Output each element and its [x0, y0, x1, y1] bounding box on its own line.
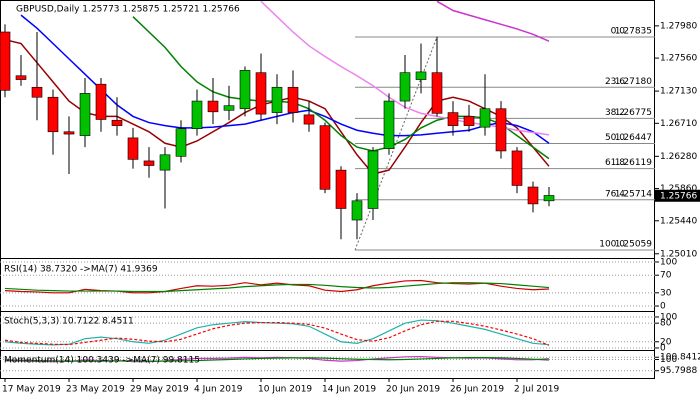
y-tick-label: 1.26710 — [660, 119, 697, 129]
candle-body — [383, 100, 395, 149]
candle-body — [63, 131, 75, 135]
y-tick-label: 70 — [660, 271, 672, 281]
indicator-line — [4, 319, 550, 346]
candle-body — [335, 169, 347, 209]
x-tick-label: 26 Jun 2019 — [450, 385, 504, 395]
fib-value: 1.26119 — [615, 158, 652, 168]
candle-body — [511, 150, 523, 186]
candle-body — [271, 86, 283, 113]
candle-body — [207, 100, 219, 113]
last-price-label: 1.25766 — [660, 191, 697, 201]
candle-body — [15, 75, 27, 80]
x-tick-label: 17 May 2019 — [2, 385, 61, 395]
indicator-line — [4, 282, 550, 293]
x-tick-label: 4 Jun 2019 — [194, 385, 243, 395]
candle-body — [95, 83, 107, 120]
candle-body — [495, 108, 507, 152]
candle-body — [143, 160, 155, 166]
candle-body — [367, 150, 379, 209]
candle-body — [175, 128, 187, 157]
candle-body — [31, 86, 43, 98]
candle-body — [351, 200, 363, 221]
y-tick-label: 0 — [660, 343, 666, 353]
y-tick-label: 1.26280 — [660, 152, 697, 162]
panel-title: Stoch(5,3,3) 10.7122 8.4511 — [4, 317, 134, 327]
candle-body — [239, 70, 251, 110]
indicator-line — [132, 16, 550, 160]
y-tick-label: 100 — [660, 257, 677, 267]
fib-value: 1.25059 — [615, 240, 652, 250]
y-tick-label: 100 — [660, 312, 677, 322]
candle-body — [287, 86, 299, 113]
y-tick-label: 1.25010 — [660, 249, 697, 259]
candle-body — [319, 125, 331, 190]
fib-value: 1.26447 — [615, 133, 652, 143]
fib-value: 1.27180 — [615, 77, 652, 87]
candle-body — [0, 31, 11, 91]
indicator-line — [436, 0, 550, 42]
indicator-line — [4, 279, 550, 294]
y-tick-label: 1.25440 — [660, 216, 697, 226]
candle-body — [543, 195, 555, 202]
x-tick-label: 14 Jun 2019 — [322, 385, 376, 395]
fib-level: 38.2 — [605, 108, 625, 118]
fib-value: 1.27835 — [615, 26, 652, 36]
fib-level: 50.0 — [605, 133, 625, 143]
fib-value: 1.25714 — [615, 189, 652, 199]
plot-frame — [0, 0, 655, 379]
candle-body — [463, 116, 475, 126]
fib-level: 76.4 — [605, 189, 625, 199]
fib-level: 100.0 — [599, 240, 625, 250]
y-tick-label: 1.27560 — [660, 54, 697, 64]
candle-body — [79, 93, 91, 136]
y-tick-label: 95.7988 — [660, 366, 697, 376]
y-tick-label: 30 — [660, 288, 672, 298]
y-tick-label: 1.27130 — [660, 87, 697, 97]
y-tick-label: 1.25860 — [660, 184, 697, 194]
chart-title: GBPUSD,Daily 1.25773 1.25875 1.25721 1.2… — [16, 5, 240, 15]
y-tick-label: 100 — [660, 355, 677, 365]
panel-title: RSI(14) 38.7320 ->MA(7) 41.9369 — [4, 265, 158, 275]
indicator-line — [20, 14, 550, 144]
panel-title: Momentum(14) 100.3439 ->MA(7) 99.8115 — [4, 356, 200, 366]
fib-level: 23.6 — [605, 77, 625, 87]
fib-value: 1.26775 — [615, 108, 652, 118]
y-tick-label: 0 — [660, 302, 666, 312]
candle-body — [47, 96, 59, 133]
candle-body — [303, 114, 315, 125]
x-tick-label: 2 Jul 2019 — [514, 385, 559, 395]
candle-body — [223, 105, 235, 111]
y-tick-label: 100.8412 — [660, 353, 700, 363]
x-tick-label: 20 Jun 2019 — [386, 385, 440, 395]
candle-body — [111, 119, 123, 126]
y-tick-label: 80 — [660, 319, 672, 329]
candle-body — [447, 112, 459, 126]
indicator-line — [4, 320, 550, 346]
candle-body — [431, 72, 443, 114]
candle-body — [159, 154, 171, 171]
x-tick-label: 29 May 2019 — [130, 385, 189, 395]
fib-level: 0.0 — [611, 26, 626, 36]
indicator-line — [4, 357, 550, 362]
fib-level: 61.8 — [605, 158, 625, 168]
candle-body — [527, 186, 539, 205]
candle-body — [127, 137, 139, 160]
candle-body — [255, 72, 267, 115]
last-price-box — [655, 189, 700, 202]
x-tick-label: 10 Jun 2019 — [258, 385, 312, 395]
y-tick-label: 20 — [660, 337, 672, 347]
y-tick-label: 1.27980 — [660, 21, 697, 31]
candle-body — [479, 108, 491, 128]
candle-body — [399, 72, 411, 102]
candle-body — [191, 100, 203, 129]
x-tick-label: 23 May 2019 — [66, 385, 125, 395]
candle-body — [415, 71, 427, 80]
